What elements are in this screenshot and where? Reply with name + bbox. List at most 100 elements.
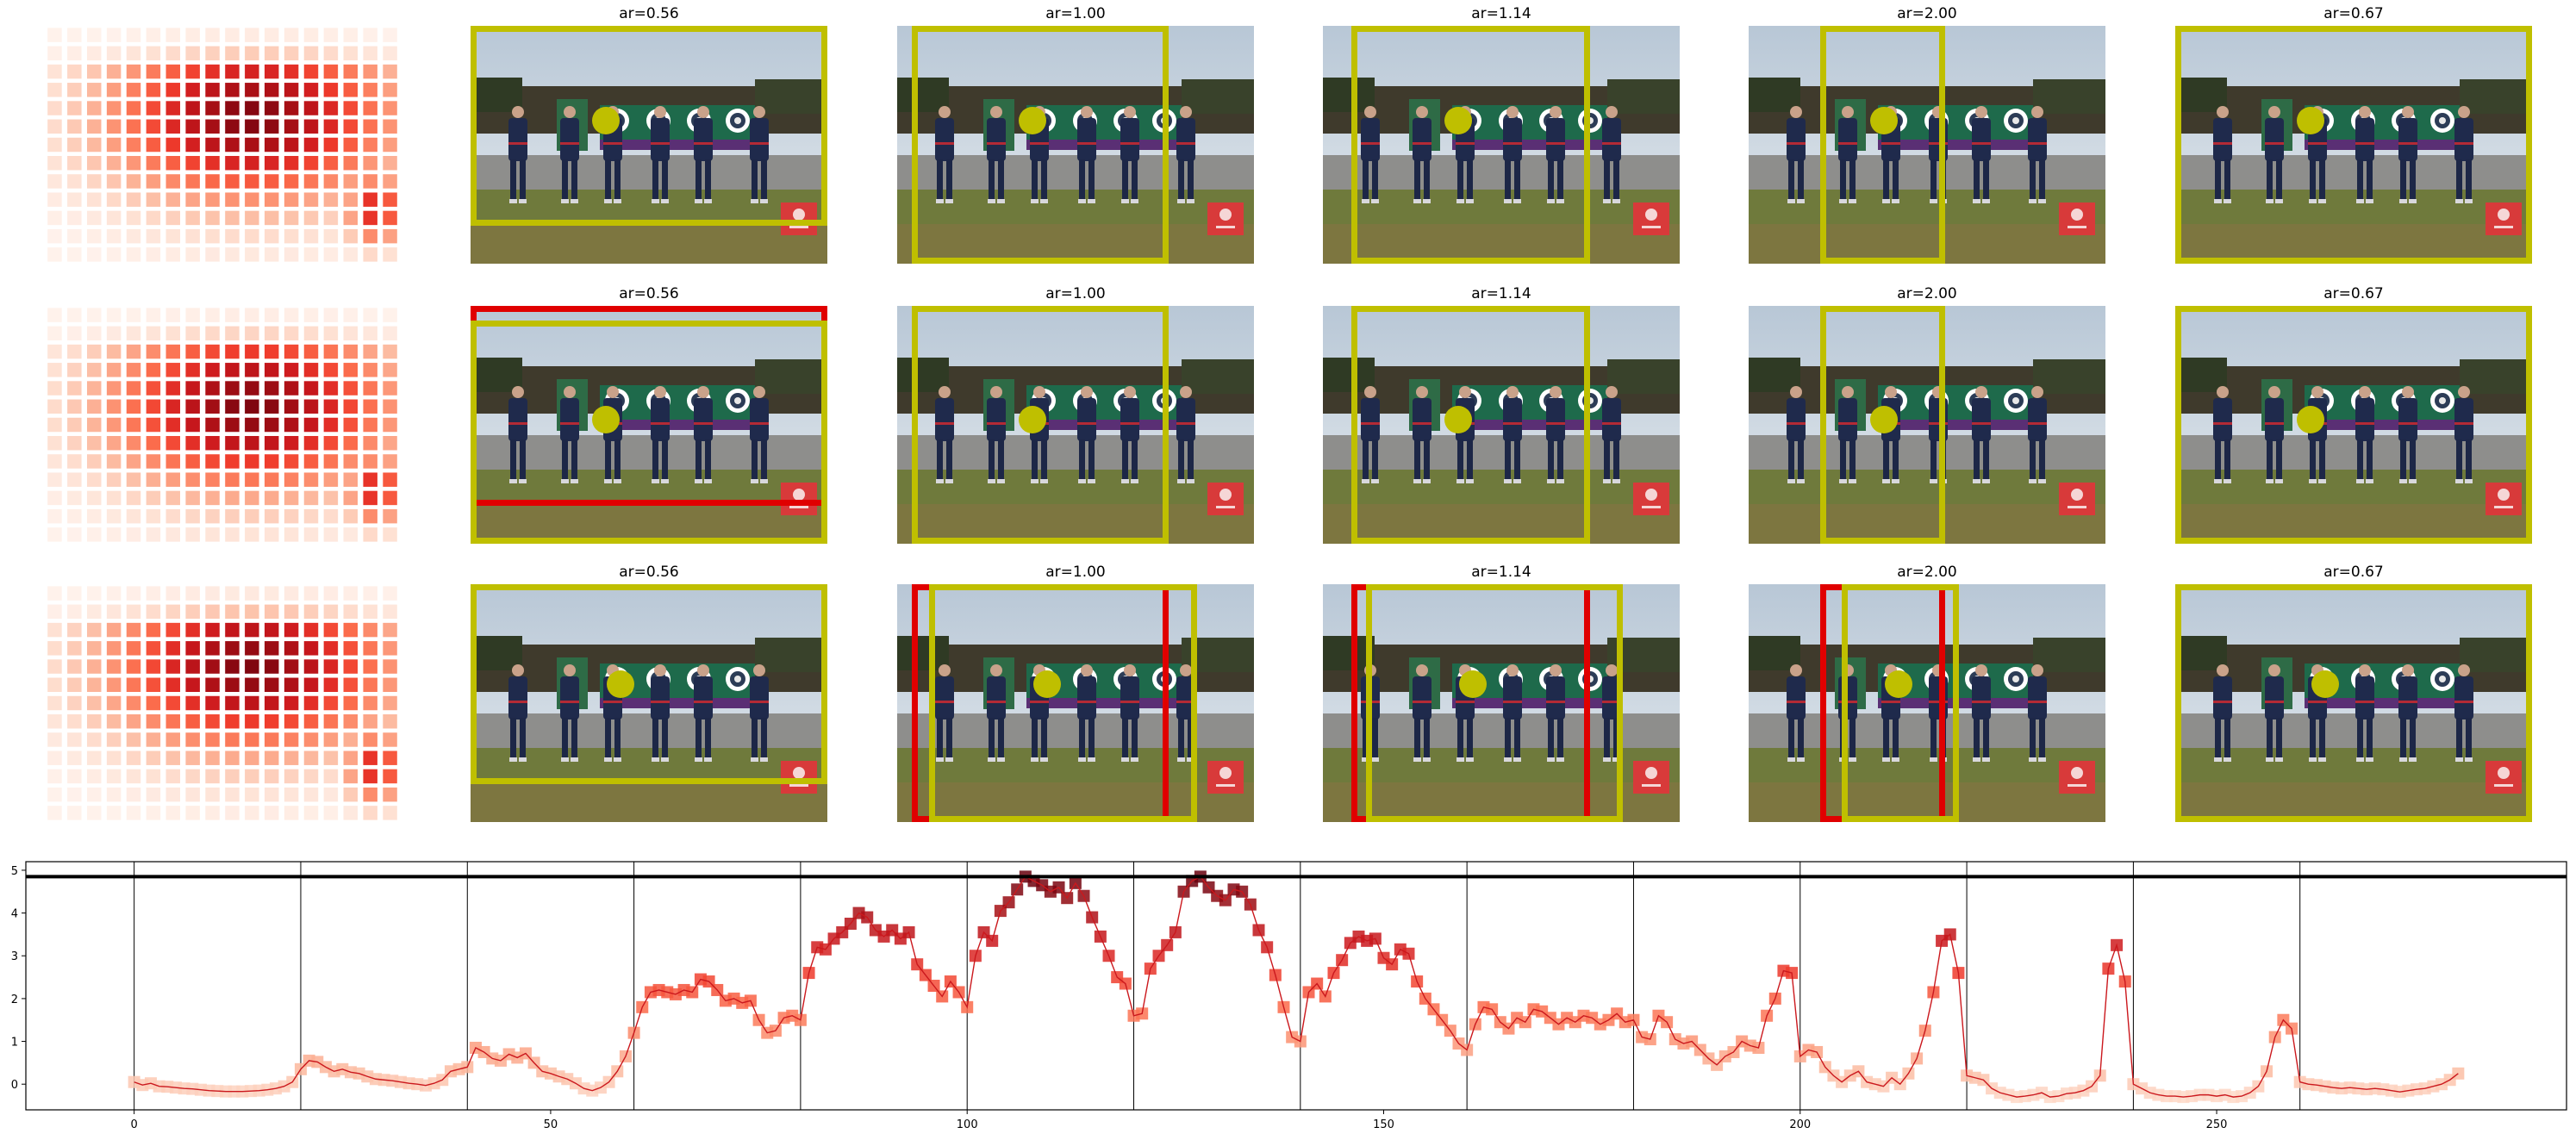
- heatmap-cell: [106, 641, 122, 656]
- aspect-ratio-title: ar=1.14: [1471, 285, 1531, 302]
- heatmap-cell: [126, 155, 141, 171]
- y-tick-label: 0: [11, 1079, 18, 1092]
- heatmap-cell: [363, 751, 377, 765]
- y-tick-label: 2: [11, 994, 18, 1006]
- heatmap-cell: [383, 769, 397, 784]
- heatmap-cell: [67, 604, 82, 620]
- saliency-heatmap-svg: [47, 28, 397, 262]
- heatmap-cell: [47, 641, 62, 656]
- heatmap-cell: [185, 308, 200, 322]
- heatmap-cell: [264, 677, 279, 693]
- heatmap-cell: [205, 732, 220, 747]
- heatmap-cell: [264, 806, 279, 820]
- heatmap-cell: [185, 732, 200, 747]
- heatmap-cell: [245, 326, 259, 341]
- heatmap-cell: [47, 192, 62, 207]
- focus-point: [1884, 670, 1912, 698]
- heatmap-cell: [126, 604, 141, 620]
- heatmap-cell: [264, 228, 279, 244]
- heatmap-cell: [67, 435, 82, 451]
- heatmap-cell: [343, 83, 359, 97]
- heatmap-cell: [165, 641, 181, 656]
- heatmap-cell: [363, 472, 377, 487]
- heatmap-cell: [245, 604, 259, 620]
- heatmap-cell: [284, 381, 299, 396]
- focus-point: [2311, 670, 2339, 698]
- heatmap-cell: [165, 101, 181, 115]
- heatmap-cell: [245, 210, 259, 226]
- archery-team-photo: [1749, 26, 2105, 264]
- x-tick-label: 50: [544, 1118, 558, 1131]
- heatmap-cell: [323, 677, 339, 693]
- heatmap-cell: [343, 641, 359, 656]
- crop-panel: ar=1.00: [897, 285, 1254, 544]
- heatmap-cell: [245, 454, 259, 469]
- heatmap-cell: [86, 308, 102, 322]
- heatmap-cell: [225, 363, 240, 377]
- heatmap-cell: [225, 247, 240, 262]
- heatmap-cell: [245, 641, 259, 656]
- heatmap-cell: [67, 732, 82, 747]
- heatmap-cell: [245, 119, 259, 134]
- heatmap-cell: [225, 326, 240, 341]
- heatmap-cell: [343, 228, 359, 244]
- heatmap-cell: [323, 527, 339, 542]
- heatmap-cell: [264, 83, 279, 97]
- heatmap-cell: [383, 228, 397, 244]
- heatmap-cell: [106, 137, 122, 153]
- heatmap-cell: [343, 381, 359, 396]
- heatmap-cell: [383, 454, 397, 469]
- heatmap-cell: [225, 732, 240, 747]
- heatmap-cell: [165, 417, 181, 433]
- heatmap-cell: [126, 83, 141, 97]
- heatmap-cell: [303, 64, 319, 79]
- heatmap-cell: [383, 751, 397, 765]
- crop-panel: ar=2.00: [1749, 5, 2105, 264]
- heatmap-cell: [245, 399, 259, 414]
- heatmap-cell: [343, 192, 359, 207]
- heatmap-cell: [86, 769, 102, 784]
- heatmap-cell: [264, 713, 279, 729]
- aspect-ratio-title: ar=2.00: [1897, 564, 1957, 581]
- heatmap-cell: [225, 713, 240, 729]
- heatmap-cell: [67, 527, 82, 542]
- heatmap-cell: [363, 83, 377, 97]
- heatmap-cell: [165, 695, 181, 711]
- heatmap-cell: [205, 119, 220, 134]
- heatmap-cell: [363, 732, 377, 747]
- heatmap-cell: [126, 454, 141, 469]
- heatmap-cell: [106, 308, 122, 322]
- heatmap-cell: [165, 454, 181, 469]
- heatmap-cell: [86, 64, 102, 79]
- aspect-ratio-title: ar=1.00: [1045, 5, 1106, 22]
- archery-team-photo: [2175, 306, 2532, 544]
- heatmap-cell: [363, 695, 377, 711]
- heatmap-cell: [126, 344, 141, 359]
- heatmap-cell: [146, 28, 161, 42]
- heatmap-cell: [67, 472, 82, 487]
- heatmap-cell: [225, 641, 240, 656]
- heatmap-cell: [86, 677, 102, 693]
- heatmap-cell: [343, 308, 359, 322]
- heatmap-cell: [126, 751, 141, 765]
- heatmap-cell: [284, 155, 299, 171]
- heatmap-cell: [303, 119, 319, 134]
- heatmap-cell: [303, 46, 319, 61]
- heatmap-cell: [185, 787, 200, 802]
- adjusted-crop-box: [1819, 26, 1945, 264]
- heatmap-cell: [106, 659, 122, 674]
- aspect-ratio-title: ar=0.67: [2323, 5, 2384, 22]
- heatmap-cell: [264, 174, 279, 189]
- heatmap-cell: [205, 326, 220, 341]
- heatmap-cell: [126, 192, 141, 207]
- heatmap-cell: [284, 659, 299, 674]
- heatmap-cell: [323, 659, 339, 674]
- heatmap-cell: [323, 454, 339, 469]
- heatmap-cell: [343, 344, 359, 359]
- archery-team-photo: [471, 26, 827, 264]
- heatmap-cell: [67, 228, 82, 244]
- heatmap-cell: [86, 806, 102, 820]
- heatmap-cell: [126, 472, 141, 487]
- crop-panel: ar=1.00: [897, 564, 1254, 822]
- aspect-ratio-title: ar=0.56: [619, 5, 679, 22]
